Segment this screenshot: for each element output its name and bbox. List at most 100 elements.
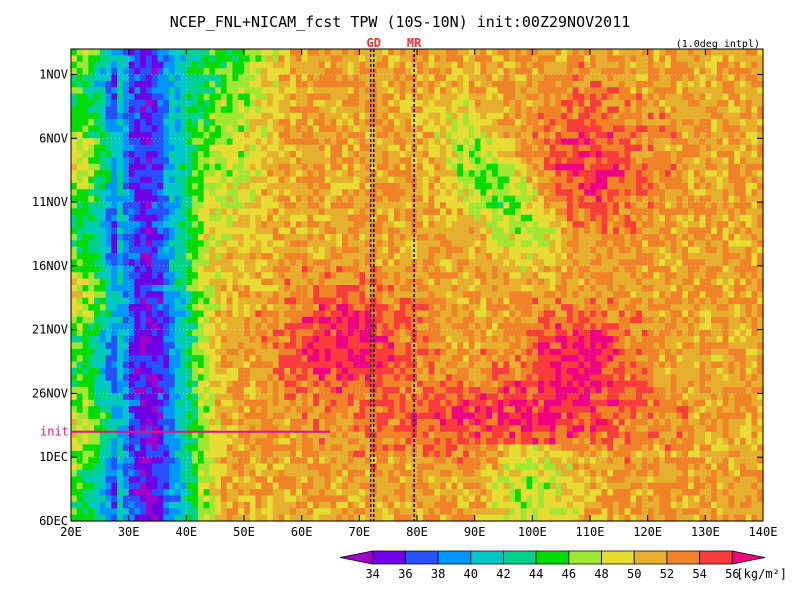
heatmap-cell bbox=[566, 151, 574, 159]
heatmap-cell bbox=[359, 259, 366, 267]
heatmap-cell bbox=[751, 202, 758, 210]
heatmap-cell bbox=[538, 93, 545, 101]
heatmap-cell bbox=[232, 246, 239, 254]
heatmap-cell bbox=[434, 246, 441, 254]
heatmap-cell bbox=[728, 131, 735, 139]
heatmap-cell bbox=[197, 202, 205, 210]
heatmap-cell bbox=[376, 221, 383, 229]
heatmap-cell bbox=[313, 221, 320, 229]
heatmap-cell bbox=[405, 100, 412, 108]
heatmap-cell bbox=[336, 68, 343, 76]
heatmap-cell bbox=[353, 259, 360, 267]
heatmap-cell bbox=[497, 100, 505, 108]
heatmap-cell bbox=[417, 214, 424, 222]
heatmap-cell bbox=[659, 304, 666, 312]
heatmap-cell bbox=[566, 163, 574, 171]
heatmap-cell bbox=[509, 131, 516, 139]
heatmap-cell bbox=[549, 170, 556, 178]
heatmap-cell bbox=[192, 112, 199, 120]
heatmap-cell bbox=[261, 74, 268, 82]
heatmap-cell bbox=[670, 61, 678, 69]
heatmap-cell bbox=[301, 100, 309, 108]
heatmap-cell bbox=[457, 80, 464, 88]
heatmap-cell bbox=[203, 61, 210, 69]
heatmap-cell bbox=[330, 138, 337, 146]
heatmap-cell bbox=[180, 272, 187, 280]
heatmap-cell bbox=[157, 195, 164, 203]
heatmap-cell bbox=[664, 285, 672, 292]
heatmap-cell bbox=[480, 119, 487, 127]
heatmap-cell bbox=[543, 144, 551, 152]
heatmap-cell bbox=[99, 304, 107, 312]
heatmap-cell bbox=[653, 214, 660, 222]
heatmap-cell bbox=[688, 253, 695, 261]
heatmap-cell bbox=[664, 93, 672, 101]
heatmap-cell bbox=[134, 151, 141, 159]
heatmap-cell bbox=[128, 131, 136, 139]
heatmap-cell bbox=[324, 125, 332, 133]
heatmap-cell bbox=[342, 55, 349, 63]
heatmap-cell bbox=[244, 61, 251, 69]
heatmap-cell bbox=[330, 176, 337, 184]
heatmap-cell bbox=[290, 125, 297, 133]
heatmap-cell bbox=[734, 285, 741, 292]
heatmap-cell bbox=[267, 61, 274, 69]
heatmap-cell bbox=[745, 163, 753, 171]
heatmap-cell bbox=[417, 93, 424, 101]
heatmap-cell bbox=[122, 233, 130, 241]
heatmap-cell bbox=[532, 227, 539, 235]
heatmap-cell bbox=[722, 170, 729, 178]
heatmap-cell bbox=[445, 272, 453, 280]
heatmap-cell bbox=[324, 144, 332, 152]
heatmap-cell bbox=[595, 291, 603, 299]
heatmap-cell bbox=[497, 151, 505, 159]
heatmap-cell bbox=[532, 87, 539, 95]
heatmap-cell bbox=[186, 214, 193, 222]
heatmap-cell bbox=[497, 214, 505, 222]
heatmap-cell bbox=[716, 240, 724, 248]
heatmap-cell bbox=[451, 221, 458, 229]
heatmap-cell bbox=[94, 176, 101, 184]
heatmap-cell bbox=[716, 157, 724, 165]
heatmap-cell bbox=[515, 61, 522, 69]
heatmap-cell bbox=[105, 246, 112, 254]
heatmap-cell bbox=[497, 55, 505, 63]
heatmap-cell bbox=[313, 297, 320, 305]
heatmap-cell bbox=[682, 297, 689, 305]
heatmap-cell bbox=[503, 246, 510, 254]
heatmap-cell bbox=[180, 74, 187, 82]
heatmap-cell bbox=[630, 265, 637, 273]
heatmap-cell bbox=[399, 189, 407, 197]
heatmap-cell bbox=[555, 125, 562, 133]
heatmap-cell bbox=[613, 55, 620, 63]
heatmap-cell bbox=[590, 272, 597, 280]
heatmap-cell bbox=[451, 112, 458, 120]
heatmap-cell bbox=[572, 278, 580, 286]
heatmap-cell bbox=[238, 151, 245, 159]
heatmap-cell bbox=[745, 202, 753, 210]
heatmap-cell bbox=[365, 227, 372, 235]
heatmap-cell bbox=[278, 49, 285, 56]
heatmap-cell bbox=[192, 214, 199, 222]
heatmap-cell bbox=[757, 61, 764, 69]
heatmap-cell bbox=[716, 112, 724, 120]
heatmap-cell bbox=[607, 221, 614, 229]
heatmap-cell bbox=[653, 151, 660, 159]
heatmap-cell bbox=[209, 106, 216, 114]
heatmap-cell bbox=[88, 291, 95, 299]
heatmap-cell bbox=[163, 253, 170, 261]
heatmap-cell bbox=[555, 208, 562, 216]
heatmap-cell bbox=[670, 144, 678, 152]
heatmap-cell bbox=[151, 144, 159, 152]
heatmap-cell bbox=[561, 278, 568, 286]
heatmap-cell bbox=[451, 74, 458, 82]
heatmap-cell bbox=[728, 138, 735, 146]
heatmap-cell bbox=[653, 278, 660, 286]
heatmap-cell bbox=[238, 208, 245, 216]
heatmap-cell bbox=[503, 138, 510, 146]
heatmap-cell bbox=[347, 310, 355, 318]
heatmap-cell bbox=[353, 297, 360, 305]
heatmap-cell bbox=[284, 259, 291, 267]
heatmap-cell bbox=[434, 157, 441, 165]
heatmap-cell bbox=[572, 202, 580, 210]
